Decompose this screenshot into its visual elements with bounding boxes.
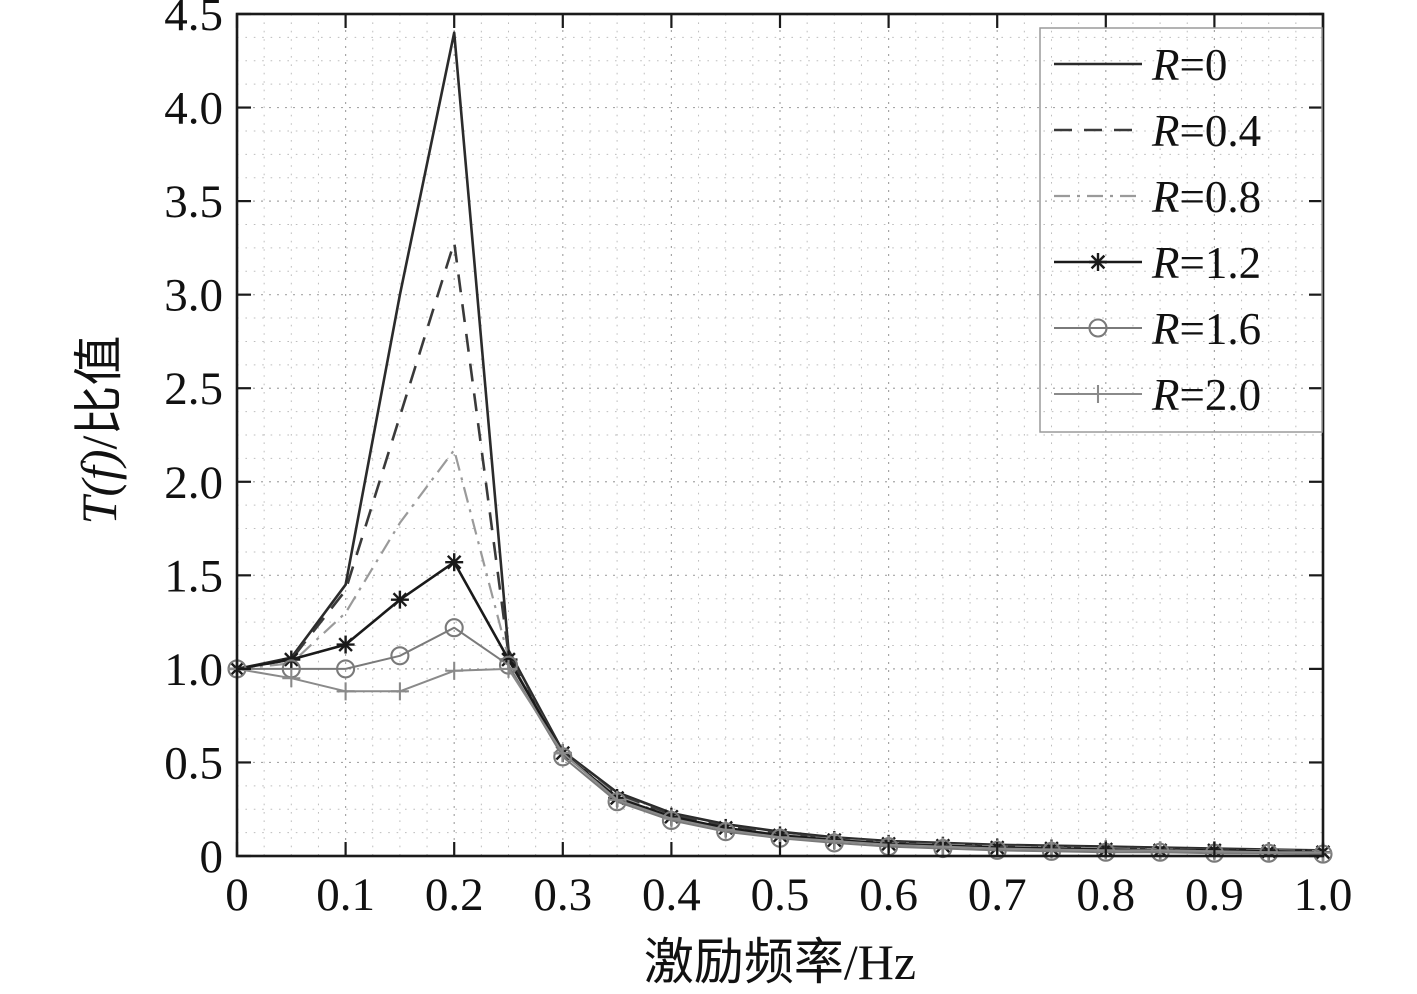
grid-minor [237, 14, 1323, 856]
grid-major [237, 14, 1323, 856]
svg-text:3.0: 3.0 [164, 270, 223, 322]
svg-text:1.0: 1.0 [164, 644, 223, 696]
legend-entry: R=0 [1054, 40, 1227, 90]
y-axis-label-symbol: T(f) [71, 449, 127, 525]
legend-box [1039, 27, 1323, 433]
series-markers-R=2.0 [228, 659, 1332, 862]
svg-text:2.0: 2.0 [164, 457, 223, 509]
svg-text:0.5: 0.5 [164, 737, 223, 789]
y-axis-label-unit: /比值 [71, 335, 127, 450]
svg-text:3.5: 3.5 [164, 176, 223, 228]
svg-text:4.0: 4.0 [164, 83, 223, 135]
legend-entry: R=0.8 [1054, 172, 1261, 222]
legend-entry: R=1.6 [1054, 304, 1261, 354]
svg-text:0.4: 0.4 [642, 869, 701, 921]
legend-label: R=1.2 [1151, 238, 1261, 288]
y-tick-labels: 0 0.5 1.0 1.5 2.0 2.5 3.0 3.5 4.0 4.5 [164, 0, 223, 883]
x-axis-label: 激励频率/Hz [643, 934, 917, 990]
svg-text:0.9: 0.9 [1185, 869, 1244, 921]
legend-label: R=0 [1151, 40, 1227, 90]
legend-label: R=0.4 [1151, 106, 1261, 156]
x-tick-labels: 0 0.1 0.2 0.3 0.4 0.5 0.6 0.7 0.8 0.9 1.0 [225, 869, 1352, 921]
legend-entry: R=0.4 [1054, 106, 1261, 156]
legend-entry: R=1.2 [1054, 238, 1261, 288]
svg-text:4.5: 4.5 [164, 0, 223, 41]
legend-label: R=2.0 [1151, 370, 1261, 420]
svg-text:0.5: 0.5 [751, 869, 810, 921]
y-axis-label: T(f)/比值 [59, 336, 131, 525]
svg-text:1.5: 1.5 [164, 550, 223, 602]
legend-entry: R=2.0 [1054, 370, 1261, 420]
legend-label: R=1.6 [1151, 304, 1261, 354]
svg-text:0.8: 0.8 [1076, 869, 1135, 921]
legend-label: R=0.8 [1151, 172, 1261, 222]
axis-ticks [235, 12, 1325, 858]
svg-text:1.0: 1.0 [1294, 869, 1353, 921]
svg-text:2.5: 2.5 [164, 363, 223, 415]
svg-text:0.6: 0.6 [859, 869, 918, 921]
svg-text:0.3: 0.3 [533, 869, 592, 921]
svg-text:0.1: 0.1 [316, 869, 375, 921]
svg-text:0.2: 0.2 [425, 869, 484, 921]
svg-text:0: 0 [200, 831, 224, 883]
svg-text:0.7: 0.7 [968, 869, 1027, 921]
legend: R=0 R=0.4 R=0.8 R=1.2 R=1.6 R=2.0 [1039, 27, 1323, 433]
svg-text:0: 0 [225, 869, 249, 921]
series-line-R=0.8 [236, 448, 1324, 853]
